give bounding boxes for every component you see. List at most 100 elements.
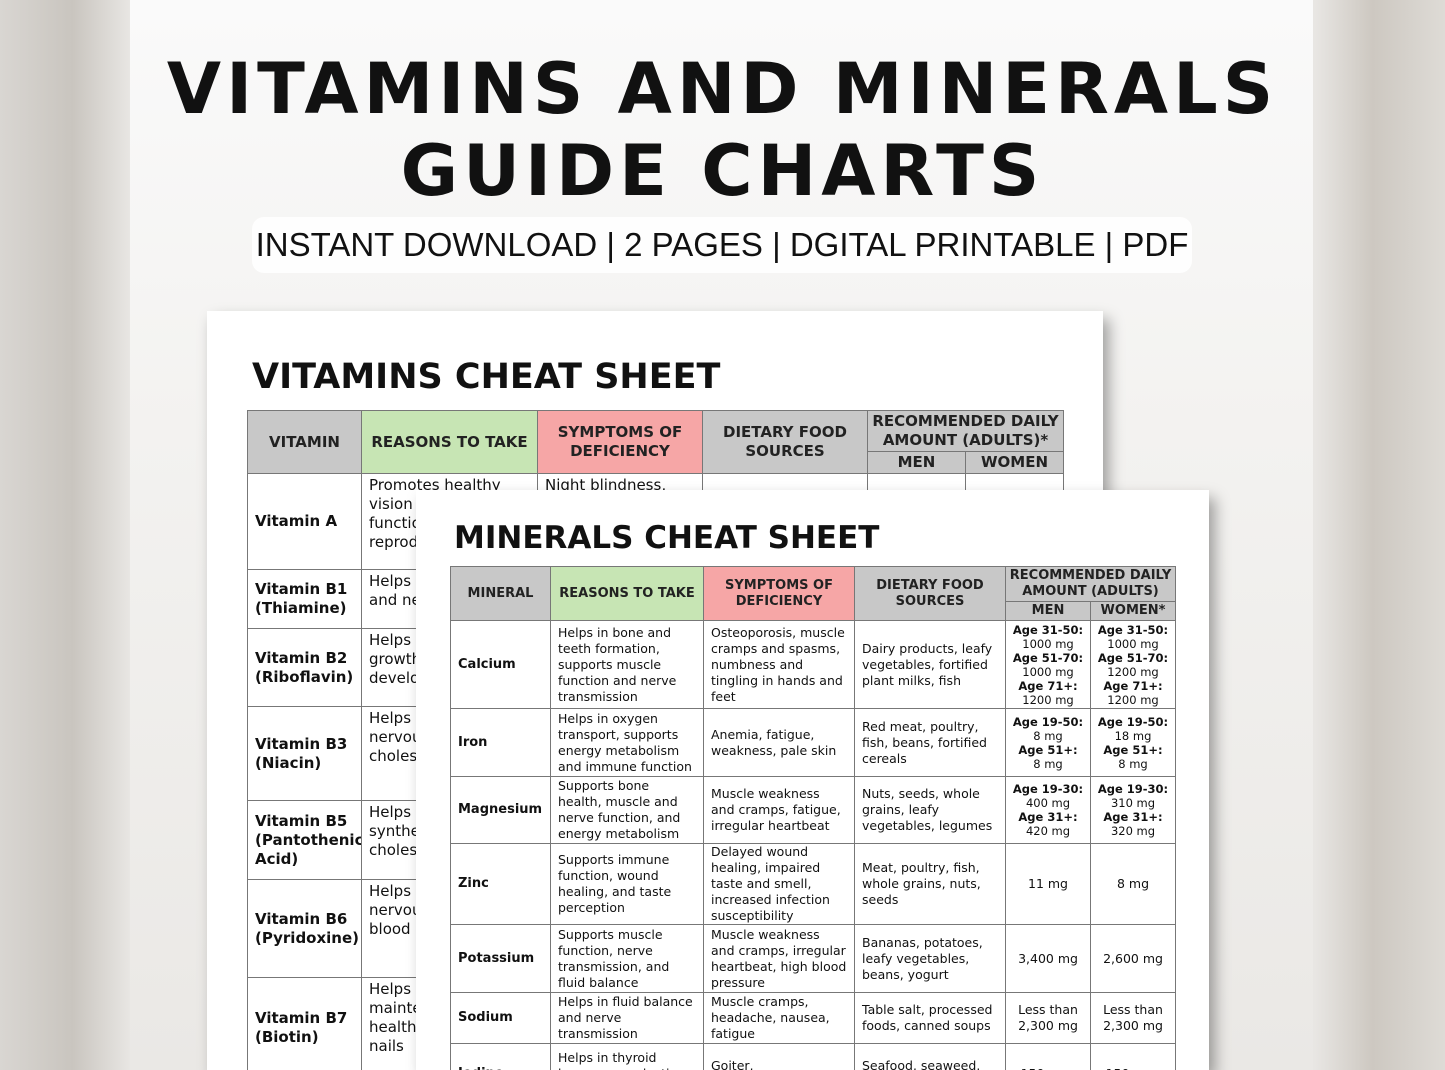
amount: 8 mg <box>1033 728 1063 743</box>
header-row: MEN WOMEN* <box>451 601 1176 621</box>
cell: Supports immune function, wound healing,… <box>550 843 704 925</box>
subcolumn-header: WOMEN* <box>1090 601 1176 621</box>
column-header: SYMPTOMS OF DEFICIENCY <box>537 410 703 474</box>
amount: 420 mg <box>1025 824 1071 838</box>
cell: Vitamin B6 (Pyridoxine) <box>247 879 362 978</box>
cell: Muscle cramps, headache, nausea, fatigue <box>703 992 855 1044</box>
cell: Age 19-30: 400 mg Age 31+: 420 mg <box>1005 776 1091 844</box>
cell: Vitamin A <box>247 473 362 570</box>
age-label: Age 31-50: <box>1097 622 1169 637</box>
cell: Nuts, seeds, whole grains, leafy vegetab… <box>854 776 1006 844</box>
amount: 1200 mg <box>1107 664 1159 679</box>
cell: Age 19-50: 18 mg Age 51+: 8 mg <box>1090 708 1176 777</box>
minerals-sheet: MINERALS CHEAT SHEET MINERAL REASONS TO T… <box>416 490 1209 1070</box>
amount: 8 mg <box>1033 756 1063 771</box>
amount: 400 mg <box>1025 796 1071 810</box>
cell: 2,600 mg <box>1090 924 1176 993</box>
age-label: Age 51+: <box>1103 742 1163 757</box>
cell: 150 mcg <box>1005 1043 1091 1070</box>
cell: Red meat, poultry, fish, beans, fortifie… <box>854 708 1006 777</box>
row: Potassium Supports muscle function, nerve… <box>450 924 1176 993</box>
subcolumn-header: MEN <box>1005 601 1091 621</box>
column-header: RECOMMENDED DAILY AMOUNT (ADULTS) <box>1005 566 1176 602</box>
row: Magnesium Supports bone health, muscle an… <box>450 776 1176 844</box>
cell: Seafood, seaweed, dairy products, <box>854 1043 1006 1070</box>
amount: 1200 mg <box>1107 692 1159 707</box>
cell: Helps in oxygen transport, supports ener… <box>550 708 704 777</box>
cell: Vitamin B7 (Biotin) <box>247 977 362 1070</box>
column-header: DIETARY FOOD SOURCES <box>702 410 868 474</box>
age-label: Age 51-70: <box>1012 650 1084 665</box>
cell: Bananas, potatoes, leafy vegetables, bea… <box>854 924 1006 993</box>
cell: Iron <box>450 708 551 777</box>
amount: 8 mg <box>1118 756 1148 771</box>
column-header: RECOMMENDED DAILY AMOUNT (ADULTS)* <box>866 410 1065 452</box>
cell: Osteoporosis, muscle cramps and spasms, … <box>703 620 855 709</box>
row: Zinc Supports immune function, wound heal… <box>450 843 1176 925</box>
age-label: Age 19-50: <box>1012 714 1084 729</box>
cell: Age 31-50: 1000 mg Age 51-70: 1000 mg Age 71… <box>1005 620 1091 709</box>
cell: Goiter, hypothyroidism, <box>703 1043 855 1070</box>
cell: Age 31-50: 1000 mg Age 51-70: 1200 mg Age 71… <box>1090 620 1176 709</box>
cell: Table salt, processed foods, canned soup… <box>854 992 1006 1044</box>
column-header: DIETARY FOOD SOURCES <box>854 566 1006 621</box>
header-row: VITAMIN REASONS TO TAKE SYMPTOMS OF DEFICI… <box>247 410 1065 474</box>
cell: Less than 2,300 mg <box>1005 992 1091 1044</box>
cell: Delayed wound healing, impaired taste an… <box>703 843 855 925</box>
subtitle: INSTANT DOWNLOAD | 2 PAGES | DGITAL PRIN… <box>252 217 1192 273</box>
amount: 310 mg <box>1110 796 1156 810</box>
cell: Age 19-30: 310 mg Age 31+: 320 mg <box>1090 776 1176 844</box>
sheet-title: VITAMINS CHEAT SHEET <box>252 357 721 397</box>
amount: 1200 mg <box>1022 692 1074 707</box>
table: MINERAL REASONS TO TAKE SYMPTOMS OF DEFICI… <box>450 566 1176 1070</box>
cell: Dairy products, leafy vegetables, fortif… <box>854 620 1006 709</box>
cell: Less than 2,300 mg <box>1090 992 1176 1044</box>
cell: Muscle weakness and cramps, fatigue, irr… <box>703 776 855 844</box>
amount: 1000 mg <box>1107 636 1159 651</box>
age-label: Age 19-50: <box>1097 714 1169 729</box>
amount: 1000 mg <box>1022 636 1074 651</box>
cell: 8 mg <box>1090 843 1176 925</box>
sheet-title: MINERALS CHEAT SHEET <box>454 520 880 556</box>
age-label: Age 71+: <box>1018 678 1078 693</box>
title: VITAMINS AND MINERALS <box>166 48 1279 130</box>
row: Sodium Helps in fluid balance and nerve t… <box>450 992 1176 1044</box>
age-label: Age 51+: <box>1018 742 1078 757</box>
age-label: Age 31-50: <box>1012 622 1084 637</box>
cell: 3,400 mg <box>1005 924 1091 993</box>
header-row: MEN WOMEN <box>248 451 1065 474</box>
cell: Helps in thyroid hormone production and … <box>550 1043 704 1070</box>
cell: Potassium <box>450 924 551 993</box>
column-header: VITAMIN <box>247 410 362 474</box>
cell: Sodium <box>450 992 551 1044</box>
header-row: MINERAL REASONS TO TAKE SYMPTOMS OF DEFICI… <box>450 566 1176 621</box>
cell: Vitamin B3 (Niacin) <box>247 706 362 801</box>
cell: Calcium <box>450 620 551 709</box>
cell: Vitamin B2 (Riboflavin) <box>247 628 362 707</box>
cell: Helps in fluid balance and nerve transmi… <box>550 992 704 1044</box>
cell: Iodine <box>450 1043 551 1070</box>
cell: Age 19-50: 8 mg Age 51+: 8 mg <box>1005 708 1091 777</box>
cell: Supports muscle function, nerve transmis… <box>550 924 704 993</box>
column-header: REASONS TO TAKE <box>550 566 704 621</box>
cell: Supports bone health, muscle and nerve f… <box>550 776 704 844</box>
cell: 150 mcg <box>1090 1043 1176 1070</box>
row: IodineHelps in thyroid hormone productio… <box>450 1043 1176 1070</box>
age-label: Age 31+: <box>1018 810 1078 824</box>
cell: 11 mg <box>1005 843 1091 925</box>
amount: 320 mg <box>1110 824 1156 838</box>
column-header: SYMPTOMS OF DEFICIENCY <box>703 566 855 621</box>
column-header: REASONS TO TAKE <box>361 410 538 474</box>
subcolumn-header: MEN <box>867 451 966 474</box>
age-label: Age 31+: <box>1103 810 1163 824</box>
cell: Zinc <box>450 843 551 925</box>
title: GUIDE CHARTS <box>400 130 1045 212</box>
cell: Muscle weakness and cramps, irregular he… <box>703 924 855 993</box>
amount: 18 mg <box>1114 728 1152 743</box>
cell: Meat, poultry, fish, whole grains, nuts,… <box>854 843 1006 925</box>
column-header: MINERAL <box>450 566 551 621</box>
age-label: Age 19-30: <box>1097 782 1169 796</box>
amount: 1000 mg <box>1022 664 1074 679</box>
row: Calcium Helps in bone and teeth formation… <box>450 620 1176 709</box>
